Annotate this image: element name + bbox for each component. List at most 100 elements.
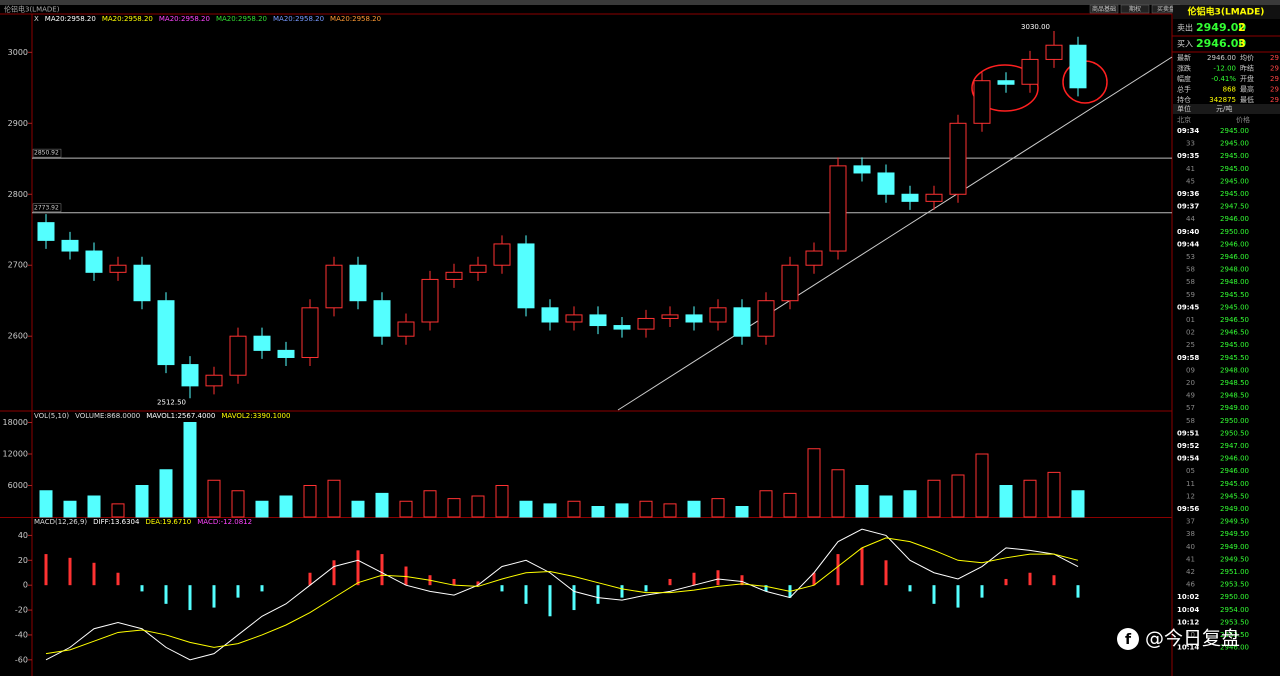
quote-field: 幅度 bbox=[1177, 74, 1191, 83]
candle-body bbox=[157, 300, 175, 366]
candle-body bbox=[373, 300, 391, 337]
candle-body bbox=[109, 264, 127, 273]
tick-time: 33 bbox=[1186, 140, 1195, 148]
tick-price: 2946.00 bbox=[1220, 240, 1249, 248]
y-tick-label: 2700 bbox=[8, 261, 28, 270]
legend-item: VOL(5,10) bbox=[34, 412, 69, 420]
tick-price: 2948.50 bbox=[1220, 392, 1249, 400]
volume-bar bbox=[39, 490, 53, 518]
volume-bar bbox=[783, 492, 797, 518]
tick-price: 2950.00 bbox=[1220, 417, 1249, 425]
candle-body bbox=[949, 122, 967, 195]
tick-time: 09:36 bbox=[1177, 190, 1199, 198]
chart-title: 伦铝电3(LMADE) bbox=[4, 5, 60, 14]
volume-bar bbox=[519, 500, 533, 518]
tick-time: 02 bbox=[1186, 329, 1195, 337]
y-tick-label: 20 bbox=[18, 556, 28, 565]
y-tick-label: 3000 bbox=[8, 48, 28, 57]
candle-body bbox=[613, 325, 631, 330]
candle-body bbox=[229, 335, 247, 376]
tick-time: 09:37 bbox=[1177, 203, 1199, 211]
legend-item: DEA:19.6710 bbox=[145, 518, 191, 526]
candle-body bbox=[565, 314, 583, 323]
tick-time: 09:34 bbox=[1177, 127, 1199, 135]
y-tick-label: 12000 bbox=[3, 450, 28, 459]
candle-body bbox=[589, 314, 607, 327]
price-line-box bbox=[32, 148, 62, 158]
quote-qty: 3 bbox=[1238, 37, 1246, 50]
tick-time: 41 bbox=[1186, 165, 1195, 173]
quote-field: 最新 bbox=[1177, 53, 1191, 62]
candle-body bbox=[685, 314, 703, 323]
tick-header: 北京 bbox=[1177, 115, 1191, 124]
quote-value: 868 bbox=[1223, 86, 1236, 94]
tick-price: 2946.50 bbox=[1220, 316, 1249, 324]
tick-price: 2945.00 bbox=[1220, 190, 1249, 198]
tick-price: 2949.00 bbox=[1220, 543, 1249, 551]
tick-price: 2948.00 bbox=[1220, 266, 1249, 274]
candle-body bbox=[637, 317, 655, 330]
volume-bar bbox=[735, 506, 749, 518]
candle-body bbox=[1021, 58, 1039, 85]
quote-qty: 2 bbox=[1238, 21, 1246, 34]
volume-bar bbox=[639, 500, 653, 518]
legend-item: MA20:2958.20 bbox=[102, 15, 153, 23]
quote-value: 29 bbox=[1270, 54, 1279, 62]
legend-item: DIFF:13.6304 bbox=[93, 518, 140, 526]
tick-price: 2945.00 bbox=[1220, 165, 1249, 173]
extreme-label: 3030.00 bbox=[1021, 23, 1050, 31]
tick-time: 46 bbox=[1186, 581, 1195, 589]
candle-body bbox=[517, 243, 535, 309]
tick-price: 2946.00 bbox=[1220, 644, 1249, 652]
tick-time: 58 bbox=[1186, 266, 1195, 274]
quote-field: 昨结 bbox=[1240, 64, 1254, 73]
watermark: f @今日复盘 bbox=[1117, 628, 1240, 650]
tick-price: 2953.50 bbox=[1220, 618, 1249, 626]
volume-bar bbox=[495, 485, 509, 518]
candle-body bbox=[133, 264, 151, 302]
y-tick-label: 0 bbox=[23, 581, 28, 590]
quote-field: 持仓 bbox=[1177, 95, 1191, 104]
legend-item: MAVOL1:2567.4000 bbox=[146, 412, 215, 420]
volume-bar bbox=[855, 485, 869, 518]
extreme-label: 2512.50 bbox=[157, 398, 186, 406]
quote-value: -12.00 bbox=[1213, 65, 1236, 73]
volume-bar bbox=[567, 500, 581, 518]
quote-value: 29 bbox=[1270, 86, 1279, 94]
tick-price: 2949.50 bbox=[1220, 530, 1249, 538]
candle-body bbox=[997, 80, 1015, 85]
tick-price: 2949.50 bbox=[1220, 518, 1249, 526]
volume-bar bbox=[543, 503, 557, 518]
quote-value: 2946.00 bbox=[1207, 54, 1236, 62]
volume-bar bbox=[471, 495, 485, 518]
volume-bar bbox=[327, 479, 341, 518]
tick-price: 2947.00 bbox=[1220, 442, 1249, 450]
legend-item: MA20:2958.20 bbox=[45, 15, 96, 23]
tick-time: 09 bbox=[1186, 366, 1195, 374]
candle-body bbox=[805, 250, 823, 266]
tick-time: 20 bbox=[1186, 379, 1195, 387]
quote-value: -0.41% bbox=[1211, 75, 1236, 83]
volume-bar bbox=[999, 485, 1013, 518]
quote-title: 伦铝电3(LMADE) bbox=[1188, 6, 1265, 18]
tick-price: 2945.00 bbox=[1220, 127, 1249, 135]
tick-price: 2948.50 bbox=[1220, 379, 1249, 387]
volume-bar bbox=[759, 490, 773, 518]
candle-body bbox=[709, 307, 727, 323]
candle-body bbox=[445, 271, 463, 280]
candle-body bbox=[421, 278, 439, 323]
tick-time: 12 bbox=[1186, 492, 1195, 500]
volume-bar bbox=[399, 500, 413, 518]
volume-bar bbox=[927, 479, 941, 518]
quote-value: 29 bbox=[1270, 96, 1279, 104]
candle-body bbox=[61, 239, 79, 252]
tick-time: 09:54 bbox=[1177, 455, 1199, 463]
candle-body bbox=[901, 193, 919, 202]
legend-item: MA20:2958.20 bbox=[273, 15, 324, 23]
y-tick-label: -60 bbox=[15, 655, 28, 664]
tick-time: 10:14 bbox=[1177, 644, 1199, 652]
volume-bar bbox=[951, 474, 965, 518]
candle-body bbox=[757, 300, 775, 337]
tick-price: 2950.00 bbox=[1220, 228, 1249, 236]
